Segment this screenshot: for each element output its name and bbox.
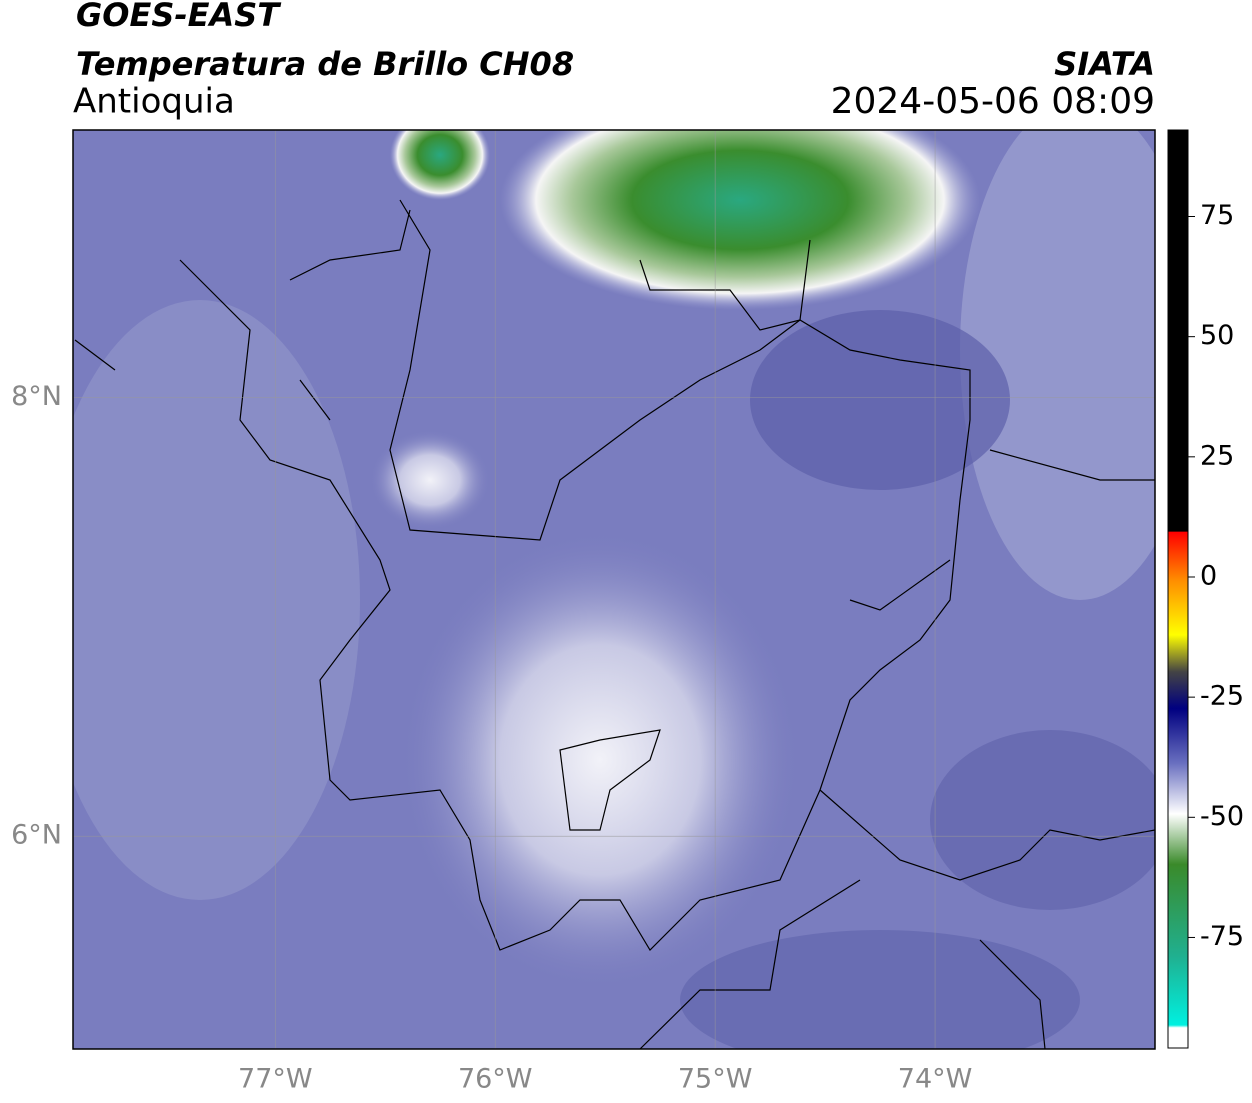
colorbar-tick-label: 25 <box>1200 440 1234 471</box>
header-line1: GOES-EAST <box>76 0 281 34</box>
x-tick-label: 75°W <box>678 1064 753 1095</box>
colorbar-tick-label: 50 <box>1200 320 1234 351</box>
y-tick-label: 6°N <box>11 820 62 851</box>
x-tick-label: 77°W <box>238 1064 313 1095</box>
header-region: Antioquia <box>73 82 235 122</box>
colorbar <box>1167 129 1189 1049</box>
colorbar-tick-label: 0 <box>1200 560 1217 591</box>
map-frame <box>72 129 1156 1050</box>
header-title: Temperatura de Brillo CH08 <box>76 45 574 83</box>
map-image <box>73 130 1155 1049</box>
header-source: SIATA <box>1054 45 1155 83</box>
colorbar-tick-label: -75 <box>1200 921 1244 952</box>
y-tick-label: 8°N <box>11 381 62 412</box>
borders <box>74 199 1155 1049</box>
colorbar-tick-label: 75 <box>1200 200 1234 231</box>
x-tick-label: 76°W <box>458 1064 533 1095</box>
header-datetime: 2024-05-06 08:09 <box>831 81 1155 122</box>
colorbar-tick-label: -25 <box>1200 681 1244 712</box>
graticule <box>73 130 1155 1049</box>
x-tick-label: 74°W <box>898 1064 973 1095</box>
colorbar-tick-label: -50 <box>1200 801 1244 832</box>
